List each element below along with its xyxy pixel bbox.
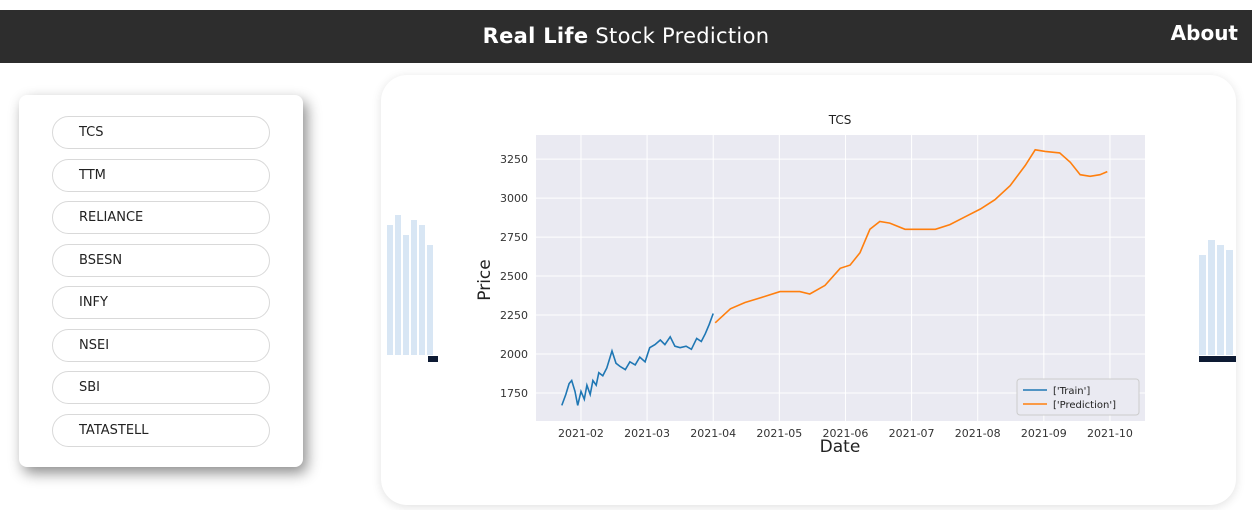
- y-tick-label: 1750: [500, 387, 528, 400]
- y-tick-label: 3250: [500, 153, 528, 166]
- chart: TCS Date Price 1750 2000 2250 2500 2750 3000 3…: [0, 0, 1252, 510]
- x-tick-label: 2021-10: [1087, 427, 1133, 440]
- chart-title: TCS: [828, 113, 852, 127]
- y-axis-label: Price: [475, 259, 495, 300]
- x-axis-label: Date: [820, 437, 861, 457]
- x-tick-label: 2021-06: [822, 427, 868, 440]
- y-tick-label: 2000: [500, 348, 528, 361]
- x-tick-label: 2021-05: [756, 427, 802, 440]
- y-tick-label: 2500: [500, 270, 528, 283]
- body: {"header": {"title_bold": "Real Life", "…: [0, 0, 1252, 510]
- x-tick-label: 2021-07: [889, 427, 935, 440]
- legend-label: ['Prediction']: [1053, 400, 1116, 411]
- x-tick-label: 2021-02: [558, 427, 604, 440]
- y-tick-label: 2250: [500, 309, 528, 322]
- x-tick-label: 2021-04: [690, 427, 736, 440]
- x-tick-label: 2021-08: [955, 427, 1001, 440]
- y-tick-label: 3000: [500, 192, 528, 205]
- x-tick-label: 2021-03: [624, 427, 670, 440]
- page: Stock Prediction html, body { margin: 0;…: [0, 0, 1252, 510]
- legend-label: ['Train']: [1053, 386, 1090, 397]
- y-tick-label: 2750: [500, 231, 528, 244]
- plot-area: [536, 135, 1145, 421]
- x-tick-label: 2021-09: [1021, 427, 1067, 440]
